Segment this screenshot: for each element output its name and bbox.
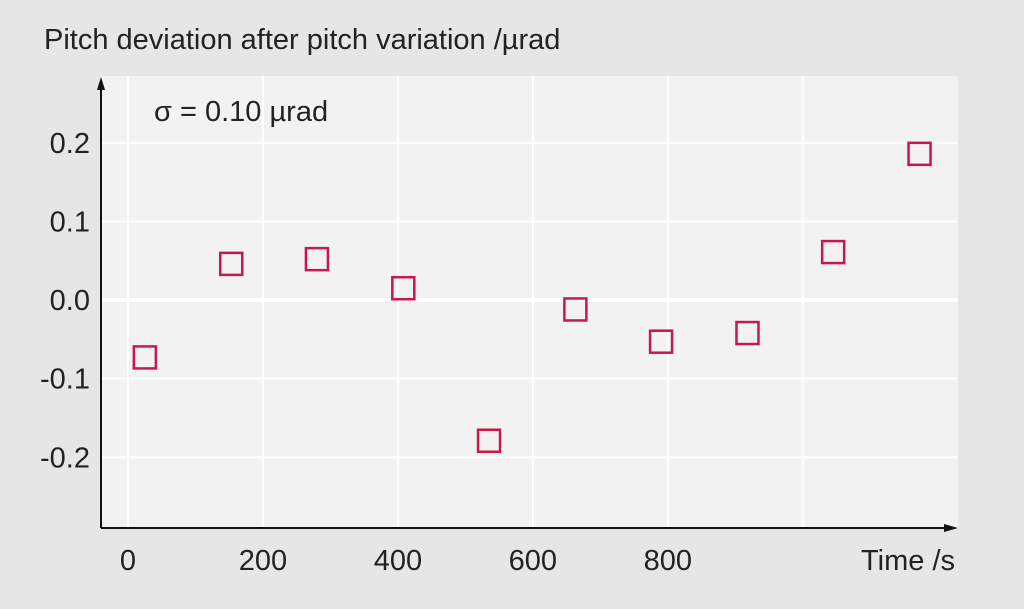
data-point (132, 345, 158, 370)
y-axis-arrow (97, 77, 105, 90)
data-points (132, 141, 932, 453)
chart-title: Pitch deviation after pitch variation /µ… (44, 24, 560, 56)
x-axis-arrow (944, 524, 958, 532)
grid-lines (101, 76, 958, 528)
x-tick-label: 600 (509, 545, 557, 577)
data-point (218, 251, 244, 277)
y-tick-label: -0.2 (40, 442, 90, 474)
data-point (907, 141, 932, 167)
data-point (648, 329, 674, 354)
y-tick-label: 0.1 (50, 206, 90, 238)
sigma-annotation: σ = 0.10 µrad (154, 96, 328, 128)
x-axis-label: Time /s (861, 545, 955, 577)
x-tick-label: 800 (644, 545, 692, 577)
x-tick-label: 0 (120, 545, 136, 577)
y-tick-label: 0.2 (50, 128, 90, 160)
data-point (304, 246, 330, 272)
x-tick-label: 200 (239, 545, 287, 577)
y-tick-label: 0.0 (50, 285, 90, 317)
data-point (735, 320, 760, 346)
x-tick-labels: 0 200 400 600 800 (120, 545, 692, 577)
y-tick-labels: 0.2 0.1 0.0 -0.1 -0.2 (40, 128, 90, 474)
data-point (391, 275, 416, 301)
y-tick-label: -0.1 (40, 364, 90, 396)
axes (97, 77, 958, 532)
data-point (820, 239, 846, 265)
data-point (476, 428, 502, 453)
x-tick-label: 400 (374, 545, 422, 577)
data-point (563, 297, 588, 322)
